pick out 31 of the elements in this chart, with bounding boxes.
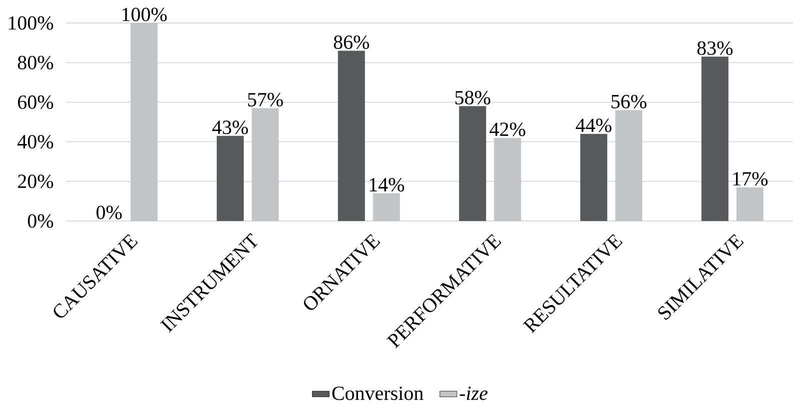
data-label: 58% [455, 90, 490, 104]
y-tick-label: 100% [8, 16, 54, 30]
y-tick-label: 80% [18, 56, 54, 70]
bar [701, 56, 728, 221]
y-tick-label: 60% [18, 95, 54, 109]
y-tick-label: 20% [18, 174, 54, 188]
bar [252, 108, 279, 221]
legend-label: -ize [460, 386, 488, 400]
y-tick-label: 0% [28, 214, 54, 228]
data-label: 17% [733, 172, 768, 186]
bar [580, 134, 608, 221]
data-label: 57% [248, 92, 283, 106]
data-label: 0% [96, 206, 122, 220]
data-label: 44% [576, 118, 612, 132]
data-label: 100% [122, 8, 167, 22]
data-label: 83% [697, 41, 733, 55]
bar [736, 187, 764, 221]
bar [615, 110, 642, 221]
legend-label: Conversion [332, 386, 424, 400]
bar [372, 193, 400, 221]
data-label: 43% [212, 120, 248, 134]
bar [494, 138, 522, 221]
bar [338, 50, 365, 221]
bar [459, 106, 486, 221]
data-label: 86% [334, 35, 370, 50]
bar [130, 23, 158, 221]
bar [216, 136, 244, 221]
data-label: 56% [612, 94, 646, 108]
y-tick-label: 40% [18, 135, 54, 149]
data-label: 42% [490, 122, 526, 136]
data-label: 14% [370, 178, 404, 192]
